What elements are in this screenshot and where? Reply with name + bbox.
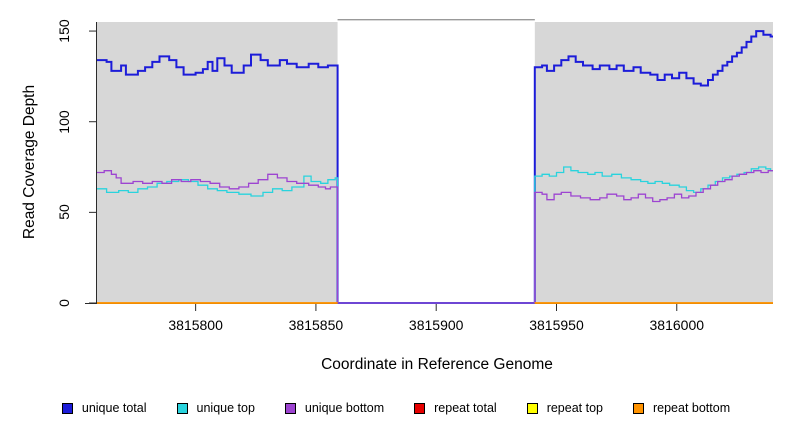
legend-item: repeat total (414, 401, 497, 415)
legend-item: repeat bottom (632, 401, 731, 415)
shaded-coverage-region (534, 22, 773, 303)
legend-label: unique total (81, 401, 147, 415)
legend-label: unique bottom (304, 401, 385, 415)
legend-swatch-icon (176, 402, 188, 414)
legend-item: repeat top (526, 401, 603, 415)
legend-swatch-icon (284, 402, 296, 414)
legend-swatch-icon (632, 402, 644, 414)
legend-label: unique top (196, 401, 255, 415)
legend-label: repeat bottom (652, 401, 731, 415)
legend-label: repeat total (434, 401, 497, 415)
legend-label: repeat top (546, 401, 603, 415)
legend-item: unique bottom (284, 401, 385, 415)
series-line-unique-total (97, 30, 773, 304)
legend-swatch-icon (61, 402, 73, 414)
legend-swatch-icon (526, 402, 538, 414)
legend-swatch-icon (414, 402, 426, 414)
legend-item: unique total (61, 401, 147, 415)
series-line-unique-top (97, 166, 773, 304)
series-line-unique-bottom (97, 170, 773, 304)
legend: unique total unique top unique bottom repea… (0, 401, 792, 415)
legend-item: unique top (176, 401, 255, 415)
